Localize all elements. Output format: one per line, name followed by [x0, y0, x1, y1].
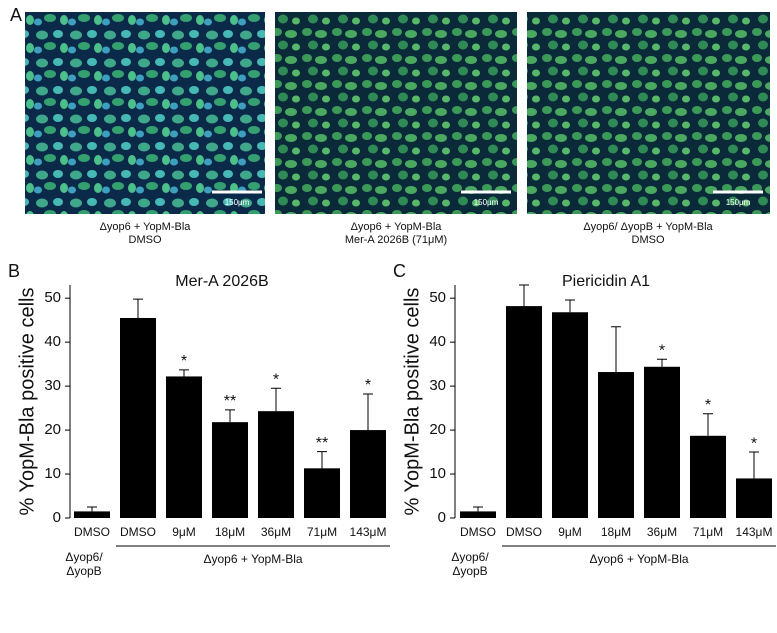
x-tick-label: 143μM — [736, 525, 773, 539]
significance: * — [181, 353, 187, 370]
bar — [304, 468, 340, 518]
chart-title: Piericidin A1 — [562, 273, 650, 290]
caption: DMSO — [129, 234, 162, 246]
error-bar — [271, 387, 281, 412]
y-tick-label: 50 — [44, 289, 61, 306]
error-bar — [473, 506, 483, 512]
error-bar — [87, 506, 97, 512]
group-label: Δyop6/ — [65, 550, 103, 564]
y-tick-label: 20 — [44, 421, 61, 438]
x-tick-label: 9μM — [558, 525, 582, 539]
error-bar — [565, 299, 575, 313]
error-bar — [225, 409, 235, 423]
bar — [350, 430, 386, 518]
bar — [506, 306, 542, 518]
bar — [258, 411, 294, 518]
y-tick-label: 40 — [429, 333, 446, 350]
significance: ** — [316, 435, 328, 452]
x-tick-label: DMSO — [460, 525, 496, 539]
y-tick-label: 30 — [44, 377, 61, 394]
caption: Δyop6 + YopM-Bla — [100, 221, 192, 233]
y-tick-label: 0 — [53, 509, 61, 526]
y-axis-label: % YopM-Bla positive cells — [16, 288, 38, 516]
group-label: Δyop6 + YopM-Bla — [589, 552, 688, 566]
caption: Δyop6/ ΔyopB + YopM-Bla — [583, 221, 713, 233]
bar — [212, 422, 248, 518]
bar — [690, 435, 726, 518]
y-tick-label: 10 — [44, 465, 61, 482]
x-tick-label: 36μM — [261, 525, 291, 539]
x-tick-label: DMSO — [74, 525, 110, 539]
bar — [598, 372, 634, 518]
group-label: Δyop6/ — [451, 550, 489, 564]
bar — [736, 478, 772, 518]
panel-label: C — [393, 261, 406, 281]
significance: * — [705, 397, 711, 414]
x-tick-label: 36μM — [647, 525, 677, 539]
x-tick-label: 9μM — [172, 525, 196, 539]
error-bar — [133, 298, 143, 318]
group-label: ΔyopB — [66, 564, 101, 578]
bar — [74, 511, 110, 518]
x-tick-label: 71μM — [693, 525, 723, 539]
panel-label: B — [8, 261, 20, 281]
error-bar — [749, 451, 759, 479]
significance: * — [365, 377, 371, 394]
bar — [552, 312, 588, 518]
micrograph — [25, 12, 265, 214]
scale-text: 150μm — [726, 198, 751, 207]
group-label: ΔyopB — [452, 564, 487, 578]
micrograph — [527, 12, 770, 214]
x-tick-label: DMSO — [120, 525, 156, 539]
x-tick-label: 18μM — [601, 525, 631, 539]
micrograph — [275, 12, 517, 214]
x-tick-label: DMSO — [506, 525, 542, 539]
caption: Δyop6 + YopM-Bla — [351, 221, 443, 233]
significance: * — [751, 435, 757, 452]
error-bar — [317, 451, 327, 469]
error-bar — [179, 369, 189, 377]
error-bar — [611, 326, 621, 373]
error-bar — [519, 284, 529, 307]
panel-label: A — [10, 5, 22, 25]
significance: ** — [224, 393, 236, 410]
x-tick-label: 18μM — [215, 525, 245, 539]
scale-text: 150μm — [474, 198, 499, 207]
group-label: Δyop6 + YopM-Bla — [203, 552, 302, 566]
caption: DMSO — [632, 234, 665, 246]
y-tick-label: 50 — [429, 289, 446, 306]
y-tick-label: 40 — [44, 333, 61, 350]
y-axis-label: % YopM-Bla positive cells — [401, 288, 423, 516]
error-bar — [657, 358, 667, 367]
y-tick-label: 20 — [429, 421, 446, 438]
y-tick-label: 30 — [429, 377, 446, 394]
y-tick-label: 10 — [429, 465, 446, 482]
x-tick-label: 143μM — [350, 525, 387, 539]
bar — [166, 376, 202, 518]
bar — [644, 366, 680, 518]
bar — [460, 511, 496, 518]
significance: * — [273, 372, 279, 389]
significance: * — [659, 343, 665, 360]
error-bar — [703, 413, 713, 436]
bar — [120, 317, 156, 518]
y-tick-label: 0 — [438, 509, 446, 526]
chart-title: Mer-A 2026B — [175, 273, 268, 290]
error-bar — [363, 393, 373, 431]
caption: Mer-A 2026B (71μM) — [345, 234, 447, 246]
x-tick-label: 71μM — [307, 525, 337, 539]
scale-text: 150μm — [225, 198, 250, 207]
